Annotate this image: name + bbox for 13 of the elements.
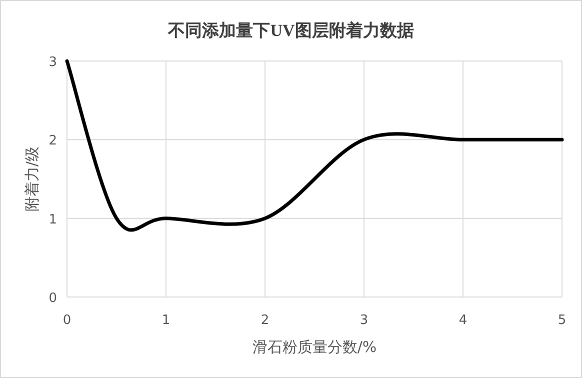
y-tick-label: 3 xyxy=(48,55,57,70)
x-tick-label: 1 xyxy=(162,313,170,328)
x-tick-label: 3 xyxy=(360,313,368,328)
x-axis-title: 滑石粉质量分数/% xyxy=(252,338,377,356)
x-tick-label: 2 xyxy=(260,313,270,328)
chart-title: 不同添加量下UV图层附着力数据 xyxy=(167,21,414,40)
x-tick-label: 5 xyxy=(558,313,566,328)
y-axis-title: 附着力/级 xyxy=(23,146,41,212)
x-tick-label: 4 xyxy=(458,313,468,328)
y-tick-label: 2 xyxy=(48,134,57,149)
y-tick-label: 0 xyxy=(48,291,57,306)
x-tick-label: 0 xyxy=(62,313,72,328)
y-tick-label: 1 xyxy=(48,212,57,228)
